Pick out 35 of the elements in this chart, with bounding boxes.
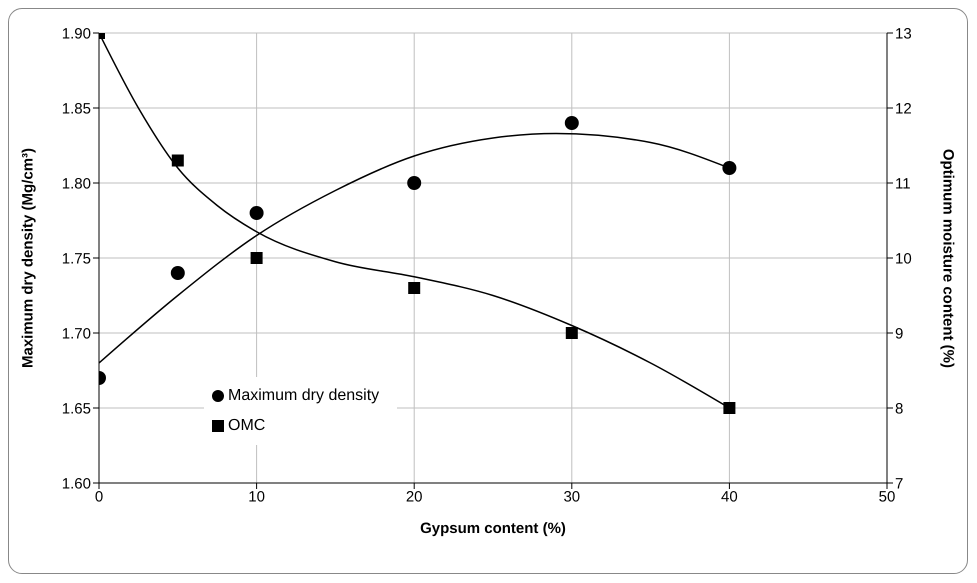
x-tick-label: 40 — [721, 488, 738, 506]
y-tick-label: 1.65 — [62, 400, 91, 418]
point — [172, 154, 184, 166]
y-tick-label: 1.80 — [62, 175, 91, 192]
y2-tick-label: 11 — [895, 175, 911, 192]
y-tick-label: 1.85 — [62, 100, 91, 118]
y-tick-label: 1.75 — [62, 250, 91, 268]
point — [566, 327, 578, 339]
x-tick-label: 20 — [406, 488, 423, 506]
x-tick-label: 30 — [563, 488, 580, 506]
y2-tick-label: 12 — [895, 100, 912, 118]
y2-tick-label: 13 — [895, 25, 912, 42]
x-axis-title: Gypsum content (%) — [420, 520, 566, 537]
point — [408, 282, 420, 294]
legend-label: OMC — [228, 417, 266, 434]
y2-tick-label: 7 — [895, 475, 904, 492]
y-tick-label: 1.70 — [62, 325, 91, 342]
point — [723, 402, 736, 414]
x-tick-label: 10 — [248, 488, 265, 506]
x-tick-label: 50 — [878, 488, 896, 506]
point — [722, 161, 736, 175]
point — [250, 252, 263, 264]
y-axis-title: Maximum dry density (Mg/cm³) — [19, 148, 36, 368]
y2-axis-title: Optimum moisture content (%) — [940, 148, 957, 368]
point — [564, 116, 579, 130]
y2-tick-label: 8 — [895, 400, 904, 418]
y2-tick-label: 10 — [895, 250, 912, 268]
y-tick-label: 1.60 — [62, 475, 91, 492]
y-tick-label: 1.90 — [62, 25, 91, 42]
legend-label: Maximum dry density — [228, 387, 380, 404]
y2-tick-label: 9 — [895, 325, 904, 342]
point — [407, 176, 422, 190]
point — [250, 206, 264, 220]
point — [170, 266, 185, 280]
x-tick-label: 0 — [94, 488, 104, 506]
